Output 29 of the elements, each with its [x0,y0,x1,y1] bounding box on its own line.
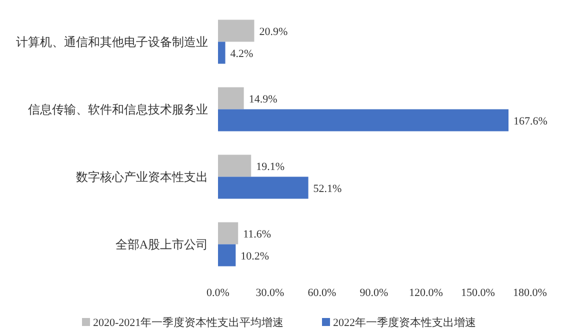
y-tick-label: 数字核心产业资本性支出 [76,170,208,184]
y-tick-label: 信息传输、软件和信息技术服务业 [28,102,208,116]
data-label: 4.2% [230,48,254,60]
y-tick-label: 全部A股上市公司 [115,237,208,252]
x-tick-label: 60.0% [308,287,336,299]
x-tick-label: 0.0% [206,287,230,299]
data-label: 167.6% [514,115,548,128]
data-label: 19.1% [256,160,285,173]
data-label: 11.6% [243,228,272,240]
x-tick-label: 90.0% [360,287,388,299]
legend-label: 2020-2021年一季度资本性支出平均增速 [93,316,284,329]
bar [218,154,252,177]
x-tick-label: 180.0% [513,287,547,299]
x-tick-label: 150.0% [461,287,495,299]
x-tick-label: 30.0% [256,287,284,299]
bar [218,42,226,64]
data-label: 52.1% [313,182,342,195]
bar [218,244,236,266]
bar [218,109,509,132]
bar [218,20,254,42]
data-label: 10.2% [240,250,270,262]
data-label: 20.9% [259,26,288,38]
x-tick-label: 120.0% [409,287,443,299]
y-tick-label: 计算机、通信和其他电子设备制造业 [16,34,208,49]
data-label: 14.9% [248,93,278,106]
bar [218,222,238,244]
legend-label: 2022年一季度资本性支出增速 [333,316,476,329]
bar [218,176,308,199]
bar [218,87,244,110]
